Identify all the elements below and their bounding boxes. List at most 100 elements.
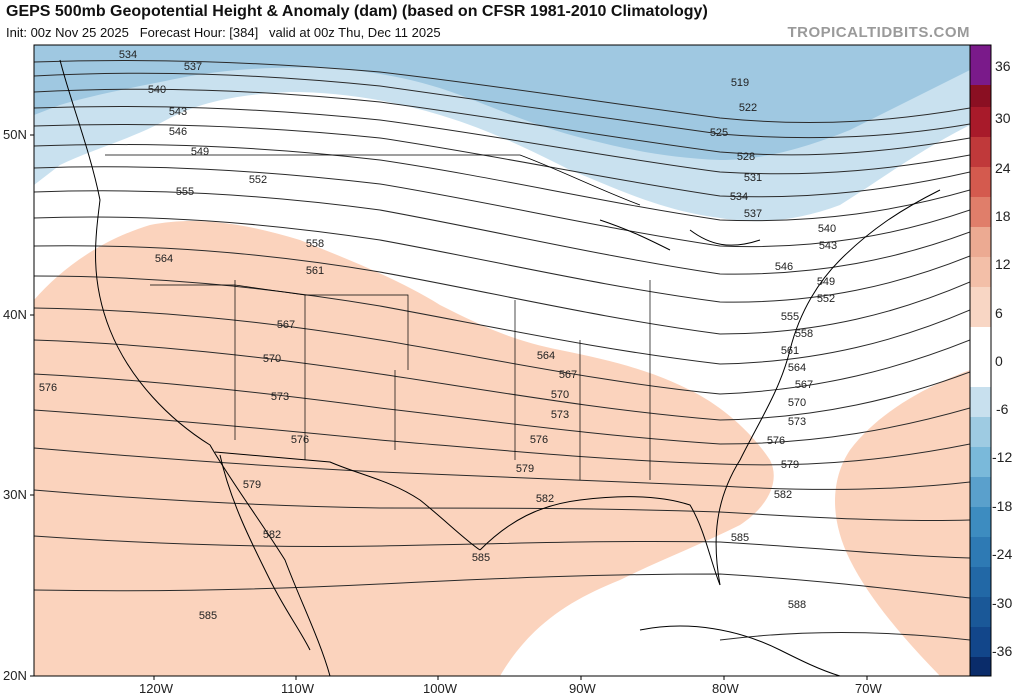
gulf-coast — [479, 496, 721, 586]
contour-label: 582 — [774, 489, 792, 501]
colorbar-label: 18 — [995, 208, 1011, 224]
colorbar-label: 12 — [995, 256, 1011, 272]
contour-label: 552 — [249, 174, 267, 186]
contour-label: 579 — [516, 463, 534, 475]
contour-label: 540 — [818, 223, 836, 235]
contour-label: 579 — [781, 459, 799, 471]
contour-label: 531 — [744, 172, 762, 184]
contour-label: 585 — [472, 552, 490, 564]
west-coast — [59, 59, 331, 676]
contour-label: 546 — [169, 126, 187, 138]
contour-label: 564 — [788, 362, 806, 374]
lon-label-100w: 100W — [423, 681, 457, 696]
colorbar-label: -12 — [992, 449, 1013, 465]
state-lines — [150, 280, 651, 480]
contour-label: 570 — [788, 397, 806, 409]
contour-label: 576 — [530, 434, 548, 446]
lat-label-30n: 30N — [3, 487, 27, 502]
lon-label-90w: 90W — [569, 681, 596, 696]
height-contours — [34, 59, 970, 641]
contour-label: 570 — [551, 389, 569, 401]
contour-label: 588 — [788, 599, 806, 611]
contour-label: 579 — [243, 479, 261, 491]
contour-label: 573 — [271, 391, 289, 403]
lon-label-120w: 120W — [139, 681, 173, 696]
canada-border — [105, 154, 641, 206]
colorbar-label: -18 — [992, 498, 1013, 514]
forecast-hour: Forecast Hour: [384] — [139, 25, 259, 40]
contour-label: 540 — [148, 84, 166, 96]
contour-label: 528 — [737, 151, 755, 163]
colorbar-label: 24 — [995, 160, 1011, 176]
colorbar-label: -6 — [996, 401, 1009, 417]
contour-label: 582 — [536, 493, 554, 505]
contour-label: 555 — [781, 311, 799, 323]
contour-label: 543 — [169, 106, 187, 118]
colorbar-label: -36 — [992, 643, 1013, 659]
contour-label: 546 — [775, 261, 793, 273]
contour-label: 564 — [155, 253, 173, 265]
contour-label: 549 — [191, 146, 209, 158]
contour-label: 561 — [306, 265, 324, 277]
contour-label: 564 — [537, 350, 555, 362]
great-lakes — [599, 219, 761, 251]
us-mexico-border — [214, 451, 481, 551]
contour-label: 537 — [744, 208, 762, 220]
colorbar-label: 36 — [995, 58, 1011, 74]
colorbar-label: -24 — [992, 546, 1013, 562]
valid-time: valid at 00z Thu, Dec 11 2025 — [269, 25, 441, 40]
contour-label: 582 — [263, 529, 281, 541]
contour-label: 525 — [710, 127, 728, 139]
warm-anomaly-region — [34, 221, 774, 676]
colorbar — [969, 44, 992, 677]
lat-label-20n: 20N — [3, 668, 27, 683]
contour-label: 519 — [731, 77, 749, 89]
lat-ticks — [30, 134, 34, 677]
lat-label-40n: 40N — [3, 307, 27, 322]
cuba — [639, 625, 841, 676]
colorbar-label: 30 — [995, 110, 1011, 126]
contour-label: 549 — [817, 276, 835, 288]
colorbar-label: 6 — [995, 305, 1003, 321]
contour-label: 534 — [730, 191, 748, 203]
contour-label: 558 — [306, 238, 324, 250]
warm-anomaly-east — [835, 370, 970, 676]
contour-label: 567 — [559, 369, 577, 381]
colorbar-label: -30 — [992, 595, 1013, 611]
contour-label: 576 — [39, 382, 57, 394]
contour-label: 561 — [781, 345, 799, 357]
contour-label: 570 — [263, 353, 281, 365]
contour-label: 522 — [739, 102, 757, 114]
lon-label-80w: 80W — [712, 681, 739, 696]
contour-labels: 534 537 540 543 546 549 552 555 558 561 … — [39, 49, 837, 622]
chart-title: GEPS 500mb Geopotential Height & Anomaly… — [6, 3, 708, 20]
contour-label: 534 — [119, 49, 137, 61]
lon-ticks — [153, 676, 868, 680]
lat-label-50n: 50N — [3, 127, 27, 142]
contour-label: 576 — [291, 434, 309, 446]
contour-label: 555 — [176, 186, 194, 198]
cold-anomaly-core — [34, 45, 970, 160]
contour-label: 573 — [551, 409, 569, 421]
contour-label: 585 — [731, 532, 749, 544]
atlantic-coast — [715, 189, 941, 586]
contour-label: 573 — [788, 416, 806, 428]
contour-label: 558 — [795, 328, 813, 340]
map-plot-area: 534 537 540 543 546 549 552 555 558 561 … — [34, 45, 970, 676]
coastlines-borders — [59, 59, 941, 676]
lon-label-70w: 70W — [855, 681, 882, 696]
contour-label: 543 — [819, 240, 837, 252]
contour-label: 585 — [199, 610, 217, 622]
contour-label: 567 — [795, 379, 813, 391]
contour-label: 576 — [767, 435, 785, 447]
site-credit: TROPICALTIDBITS.COM — [787, 24, 970, 41]
contour-label: 567 — [277, 319, 295, 331]
lon-label-110w: 110W — [281, 681, 314, 696]
contour-label: 552 — [817, 293, 835, 305]
chart-subtitle: Init: 00z Nov 25 2025 Forecast Hour: [38… — [6, 25, 441, 40]
contour-label: 537 — [184, 61, 202, 73]
init-time: Init: 00z Nov 25 2025 — [6, 25, 129, 40]
baja-california — [219, 454, 311, 651]
colorbar-label: 0 — [995, 353, 1003, 369]
